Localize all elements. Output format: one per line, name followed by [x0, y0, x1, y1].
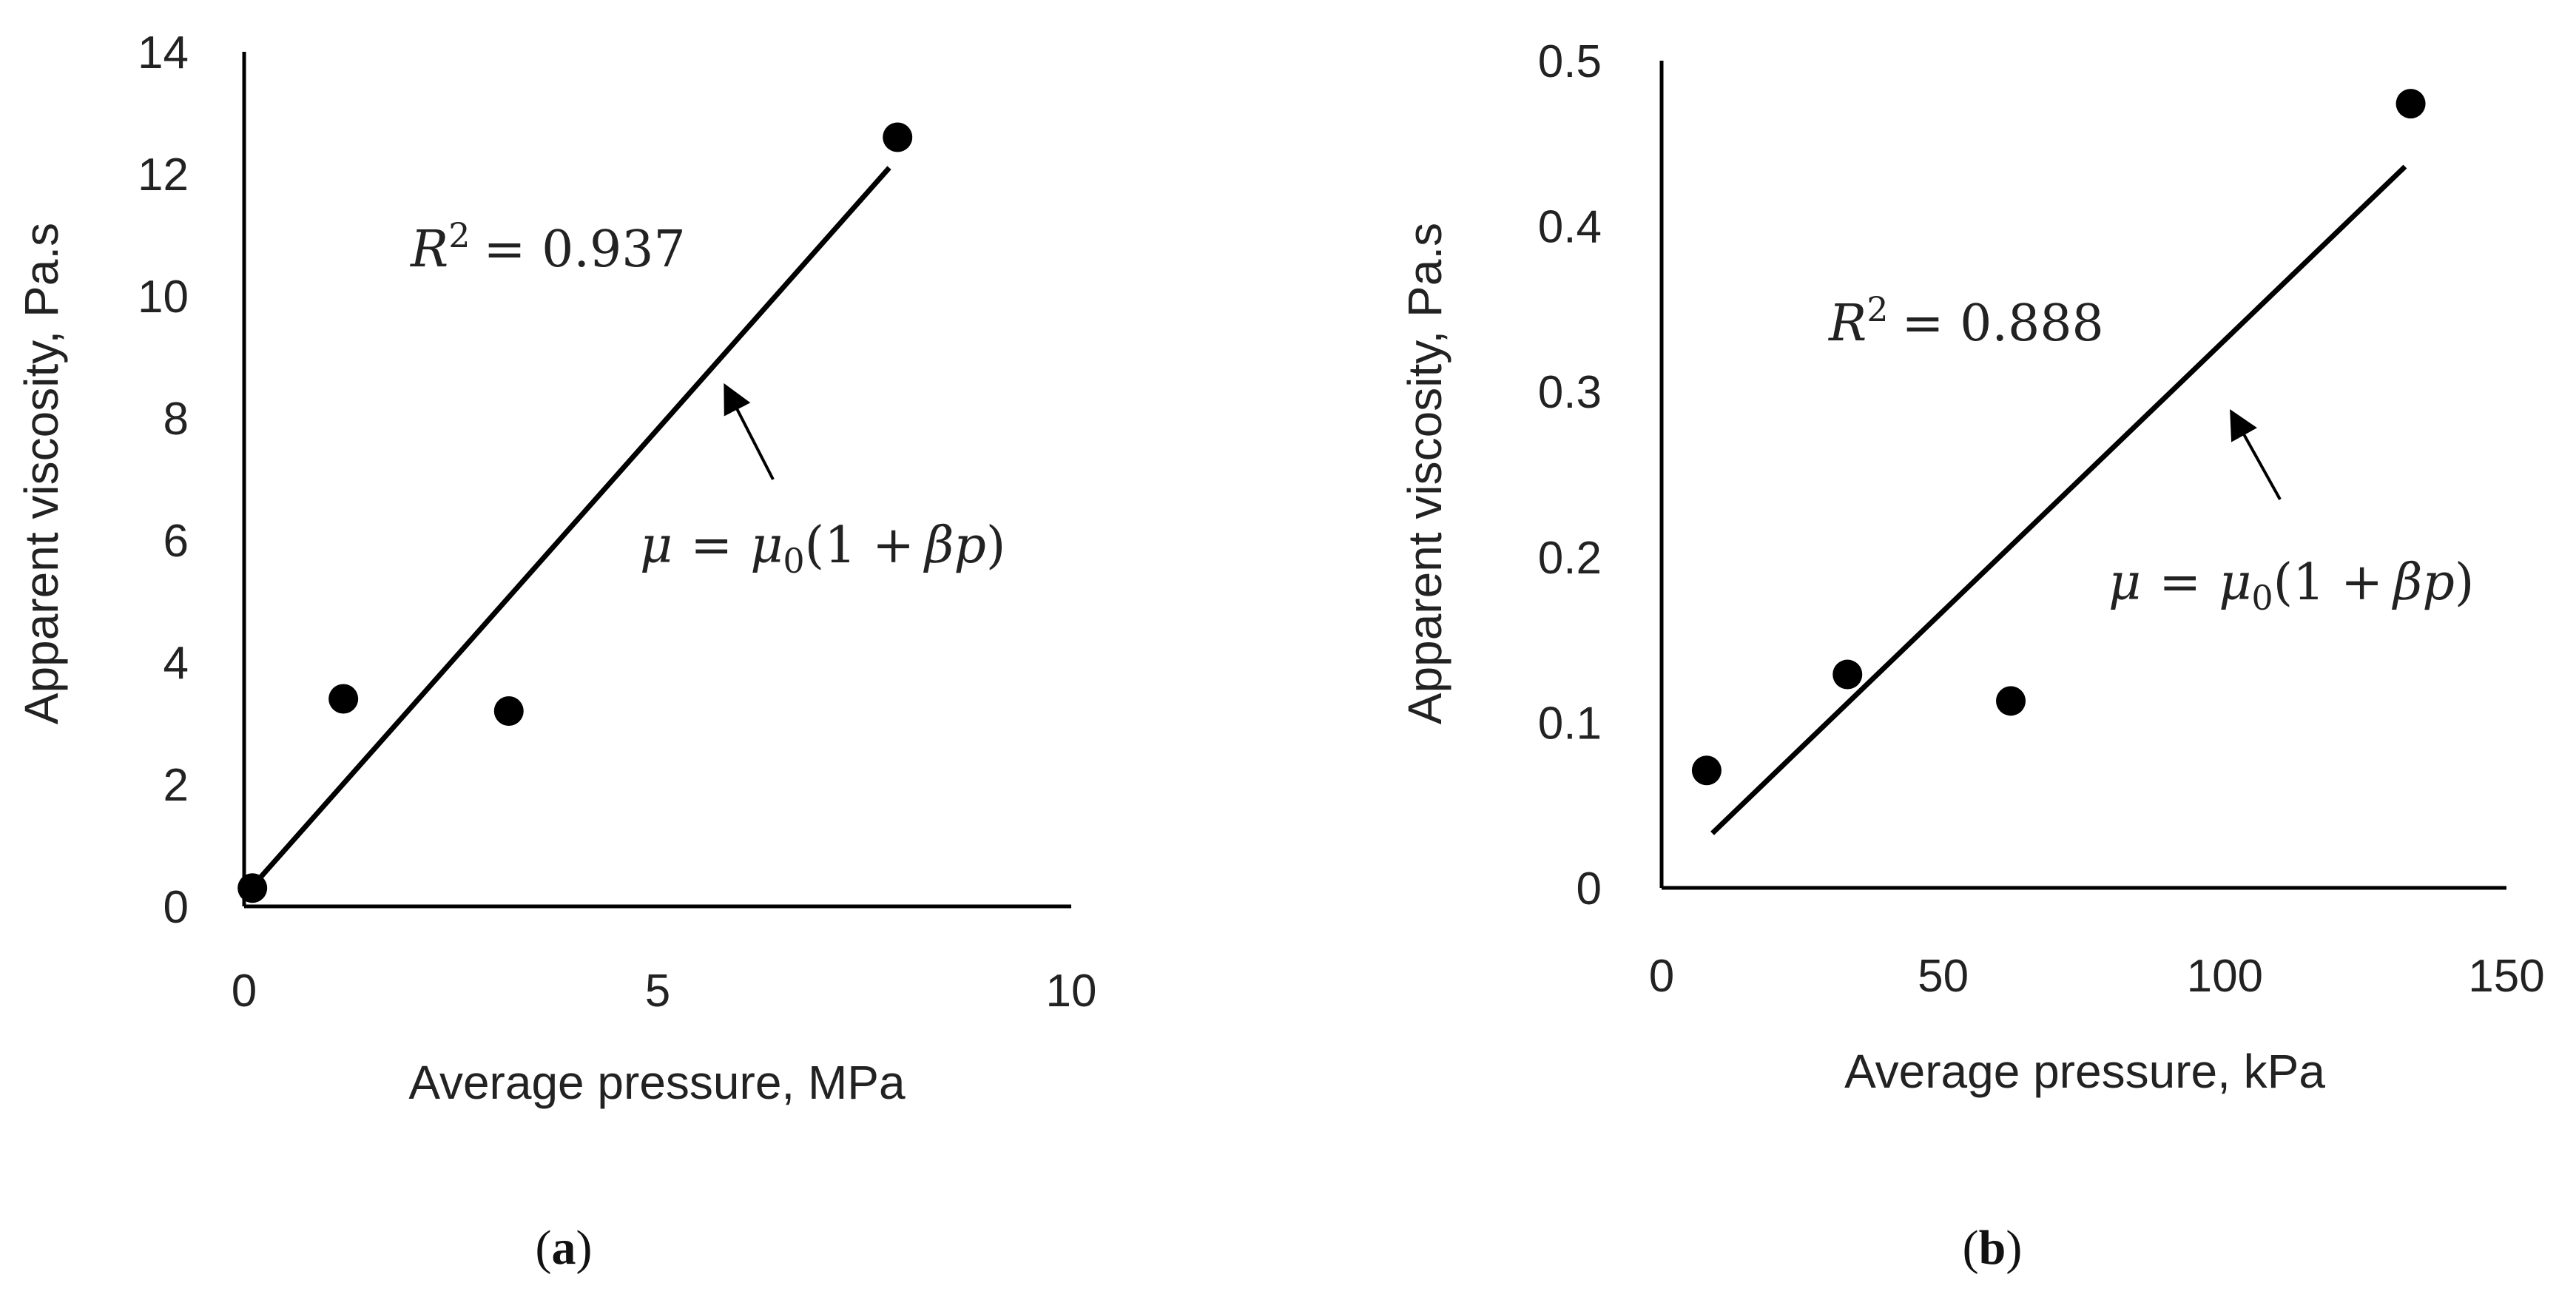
fit-equation: μ = μ0(1 + βp) [2108, 553, 2474, 618]
x-tick-label: 50 [1918, 951, 1969, 1002]
eq-mu0: μ [2219, 553, 2251, 612]
eq-subscript: 0 [2251, 578, 2273, 618]
y-tick-label: 0.3 [1538, 367, 1602, 418]
y-tick-label: 14 [138, 27, 189, 78]
data-point [328, 684, 359, 714]
y-tick-label: 10 [138, 272, 189, 323]
x-axis-title: Average pressure, MPa [408, 1056, 906, 1109]
panel-label-a: (a) [536, 1221, 593, 1275]
y-tick-label: 0.5 [1538, 36, 1602, 87]
eq-close: ) [986, 516, 1006, 575]
data-point [883, 122, 913, 152]
x-axis-title: Average pressure, kPa [1844, 1045, 2325, 1098]
data-point [1996, 686, 2026, 716]
data-point [2395, 89, 2426, 119]
x-tick-label: 100 [2187, 951, 2263, 1002]
fit-equation: μ = μ0(1 + βp) [640, 516, 1005, 581]
y-tick-labels: 0 0.1 0.2 0.3 0.4 0.5 [1538, 36, 1602, 915]
chart-panel-b: 0 50 100 150 0 0.1 0.2 0.3 0.4 0.5 Average press… [1398, 36, 2545, 1275]
data-points [1691, 89, 2426, 786]
chart-panel-a: 0 5 10 0 2 4 6 8 10 12 14 Average pressure, MPa A… [15, 27, 1096, 1275]
eq-mu: μ [640, 516, 672, 575]
y-axis-title: Apparent viscosity, Pa.s [15, 223, 68, 724]
y-tick-label: 12 [138, 149, 189, 201]
r2-variable: R [409, 220, 448, 279]
y-tick-label: 0.1 [1538, 698, 1602, 749]
y-tick-label: 8 [163, 394, 189, 445]
eq-mu0: μ [750, 516, 783, 575]
y-axis-title: Apparent viscosity, Pa.s [1398, 223, 1451, 724]
x-tick-label: 5 [645, 966, 670, 1017]
fit-line [246, 166, 891, 893]
data-point [493, 696, 524, 726]
x-tick-label: 150 [2468, 951, 2544, 1002]
eq-subscript: 0 [783, 541, 804, 581]
r2-exponent: 2 [448, 215, 470, 255]
y-tick-label: 4 [163, 638, 189, 689]
r-squared-annotation: R2 = 0.888 [1827, 289, 2104, 353]
data-point [1832, 659, 1863, 690]
y-tick-label: 2 [163, 760, 189, 811]
annotation-arrow [2230, 409, 2282, 500]
fit-line [1710, 164, 2407, 835]
y-tick-label: 0 [1577, 863, 1602, 915]
data-point [1691, 755, 1722, 786]
eq-close: ) [2455, 553, 2475, 612]
x-tick-labels: 0 5 10 [232, 966, 1097, 1017]
eq-equals: = [2159, 553, 2201, 612]
y-tick-label: 0.2 [1538, 533, 1602, 584]
annotation-arrow [724, 383, 775, 480]
eq-open: (1 + [2273, 553, 2383, 612]
r2-value: = 0.888 [1901, 294, 2103, 353]
eq-beta-p: βp [2391, 553, 2455, 612]
data-points [237, 122, 913, 903]
x-tick-labels: 0 50 100 150 [1649, 951, 2545, 1002]
x-tick-label: 0 [232, 966, 257, 1017]
y-tick-label: 6 [163, 516, 189, 567]
r2-variable: R [1827, 294, 1867, 353]
r-squared-annotation: R2 = 0.937 [409, 215, 686, 279]
panel-label-b: (b) [1963, 1221, 2023, 1275]
x-tick-label: 0 [1649, 951, 1674, 1002]
eq-equals: = [690, 516, 732, 575]
y-tick-label: 0 [163, 882, 189, 933]
eq-open: (1 + [805, 516, 914, 575]
eq-mu: μ [2108, 553, 2141, 612]
r2-exponent: 2 [1867, 289, 1888, 329]
r2-value: = 0.937 [483, 220, 685, 279]
eq-beta-p: βp [923, 516, 986, 575]
y-tick-labels: 0 2 4 6 8 10 12 14 [138, 27, 189, 933]
data-point [237, 873, 268, 903]
y-tick-label: 0.4 [1538, 202, 1602, 253]
x-tick-label: 10 [1046, 966, 1097, 1017]
